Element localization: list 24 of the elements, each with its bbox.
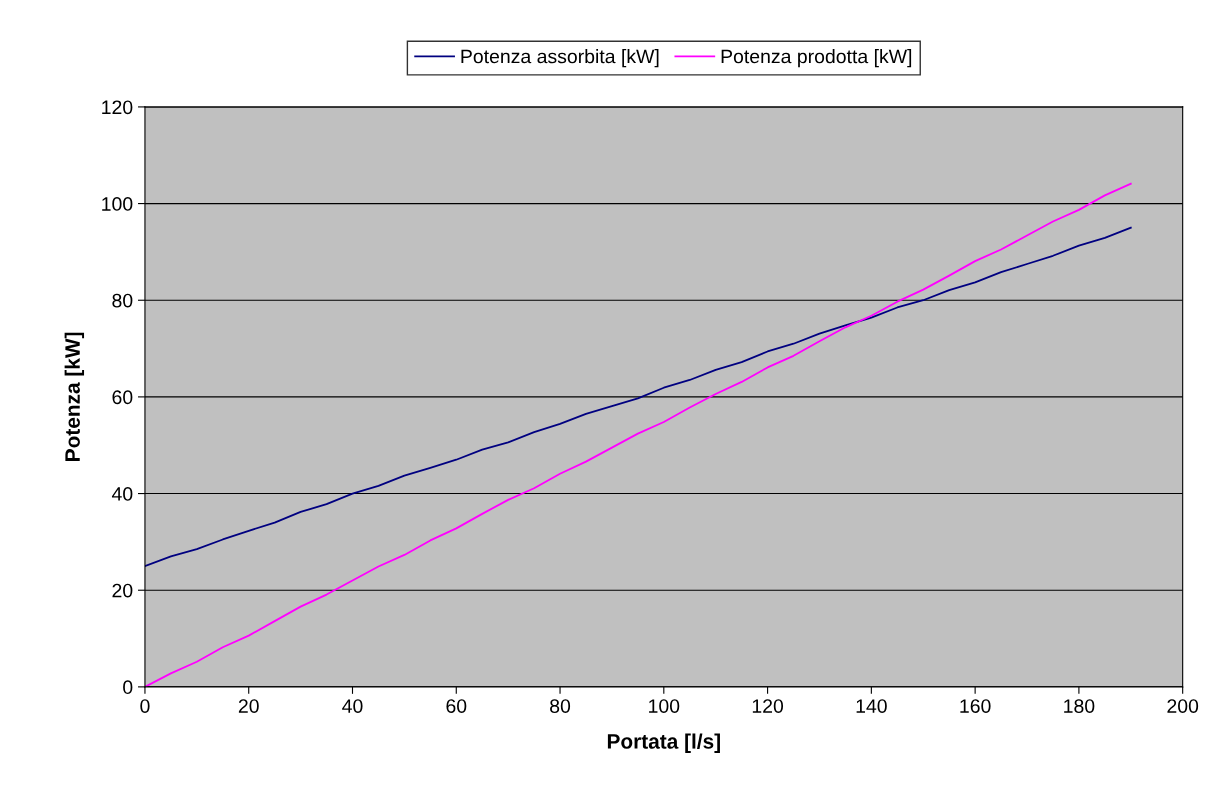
legend-label: Potenza assorbita [kW] [461, 49, 659, 68]
x-tick-label: 20 [238, 699, 259, 713]
x-tick-label: 80 [550, 699, 571, 713]
y-tick-label: 40 [111, 487, 133, 501]
y-tick-label: 120 [102, 100, 133, 115]
x-tick-label: 40 [342, 699, 363, 713]
y-tick-label: 80 [112, 293, 133, 308]
legend-label: Potenza prodotta [kW] [721, 49, 912, 68]
line-series [144, 226, 1132, 567]
y-tick-label: 20 [112, 583, 133, 598]
x-tick-label: 200 [1167, 699, 1199, 713]
line-series [144, 182, 1132, 687]
x-tick-label: 100 [649, 699, 680, 713]
y-tick-label: 0 [123, 680, 133, 695]
x-tick-label: 180 [1064, 699, 1095, 713]
y-axis-title: Potenza [kW] [64, 332, 85, 461]
x-tick-label: 60 [446, 699, 467, 713]
x-tick-label: 120 [752, 699, 784, 713]
x-tick-label: 160 [960, 699, 991, 713]
x-axis-title: Portata [l/s] [607, 733, 720, 753]
x-tick-label: 0 [140, 699, 150, 713]
y-tick-label: 60 [112, 390, 133, 405]
x-tick-label: 140 [856, 699, 887, 713]
y-tick-label: 100 [102, 197, 133, 211]
